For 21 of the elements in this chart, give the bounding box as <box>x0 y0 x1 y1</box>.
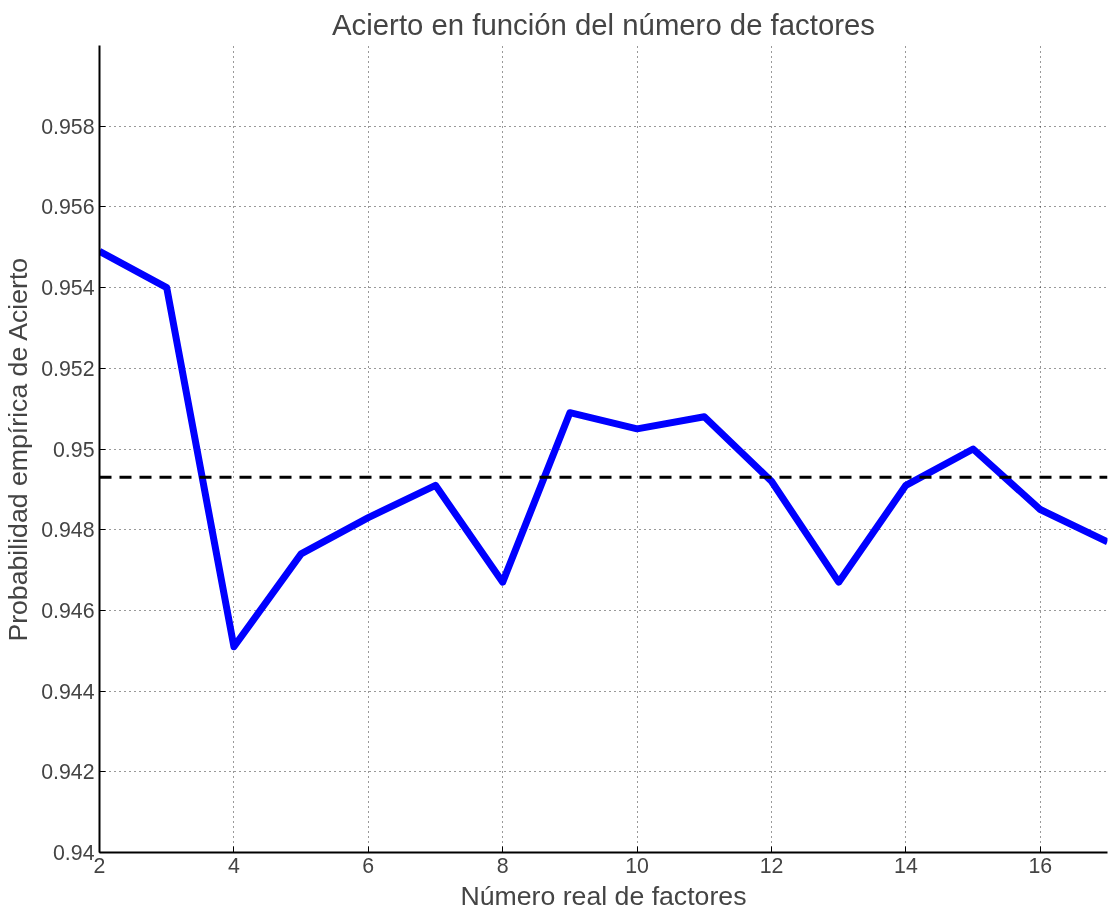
x-tick-label: 6 <box>362 853 375 878</box>
y-tick-label: 0.948 <box>41 518 95 543</box>
y-axis-title: Probabilidad empírica de Acierto <box>3 257 34 642</box>
x-tick-label: 4 <box>227 853 240 878</box>
y-tick-label: 0.95 <box>52 437 95 462</box>
y-tick-label: 0.946 <box>41 598 95 623</box>
y-tick-label: 0.944 <box>41 679 95 704</box>
x-tick-label: 14 <box>894 853 918 878</box>
x-tick-label: 2 <box>93 853 106 878</box>
y-tick-label: 0.942 <box>41 760 95 785</box>
y-tick-label: 0.952 <box>41 356 95 381</box>
y-tick-label: 0.954 <box>41 276 95 301</box>
y-tick-label: 0.94 <box>52 841 95 865</box>
y-tick-label: 0.958 <box>41 114 95 139</box>
x-tick-label: 8 <box>496 853 509 878</box>
x-axis-title: Número real de factores <box>460 880 747 911</box>
chart-title: Acierto en función del número de factores <box>332 7 875 41</box>
y-tick-label: 0.956 <box>41 195 95 220</box>
x-tick-label: 10 <box>625 853 650 878</box>
x-tick-label: 12 <box>759 853 784 878</box>
x-tick-label: 16 <box>1028 853 1053 878</box>
